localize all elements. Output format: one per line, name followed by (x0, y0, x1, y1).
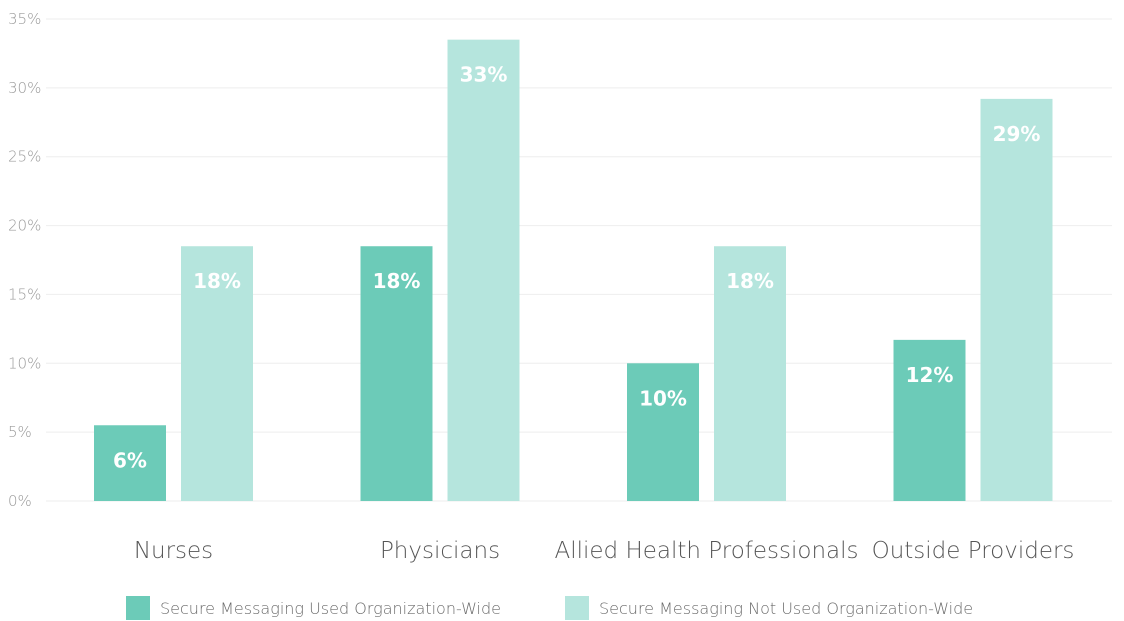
bar-used-1 (360, 246, 433, 501)
bar-not-used-1 (447, 39, 520, 502)
x-category-label: Nurses (134, 538, 213, 564)
data-labels: 6% 18% 10% 12% 18% 33% 18% 29% (113, 63, 1040, 473)
y-tick-label: 5% (8, 423, 32, 441)
bar-not-used-0 (181, 246, 253, 501)
x-category-label: Allied Health Professionals (554, 538, 858, 564)
y-tick-label: 10% (8, 354, 41, 372)
legend-swatch (126, 596, 150, 620)
y-tick-label: 35% (8, 10, 41, 28)
data-label: 12% (906, 363, 954, 387)
data-label: 18% (193, 269, 241, 293)
data-label: 33% (460, 63, 508, 87)
y-tick-label: 30% (8, 79, 41, 97)
bar-not-used-2 (714, 246, 786, 501)
bar-not-used-3 (980, 98, 1053, 502)
legend: Secure Messaging Used Organization-Wide S… (126, 596, 973, 620)
legend-label: Secure Messaging Used Organization-Wide (160, 599, 501, 618)
legend-label: Secure Messaging Not Used Organization-W… (599, 599, 973, 618)
bar-used-0 (94, 425, 166, 501)
y-tick-label: 25% (8, 148, 41, 166)
x-axis-category-labels: Nurses Physicians Allied Health Profession… (134, 538, 1075, 564)
x-category-label: Physicians (380, 538, 500, 564)
data-label: 6% (113, 448, 147, 472)
x-category-label: Outside Providers (872, 538, 1075, 564)
bar-used-3 (893, 339, 966, 501)
y-axis-tick-labels: 0% 5% 10% 15% 20% 25% 30% 35% (8, 10, 41, 510)
data-label: 29% (993, 122, 1041, 146)
data-label: 10% (639, 386, 687, 410)
data-label: 18% (726, 269, 774, 293)
legend-swatch (565, 596, 589, 620)
y-tick-label: 15% (8, 285, 41, 303)
data-label: 18% (373, 269, 421, 293)
y-tick-label: 20% (8, 217, 41, 235)
y-tick-label: 0% (8, 492, 32, 510)
bars (94, 39, 1053, 502)
bar-used-2 (627, 363, 699, 501)
